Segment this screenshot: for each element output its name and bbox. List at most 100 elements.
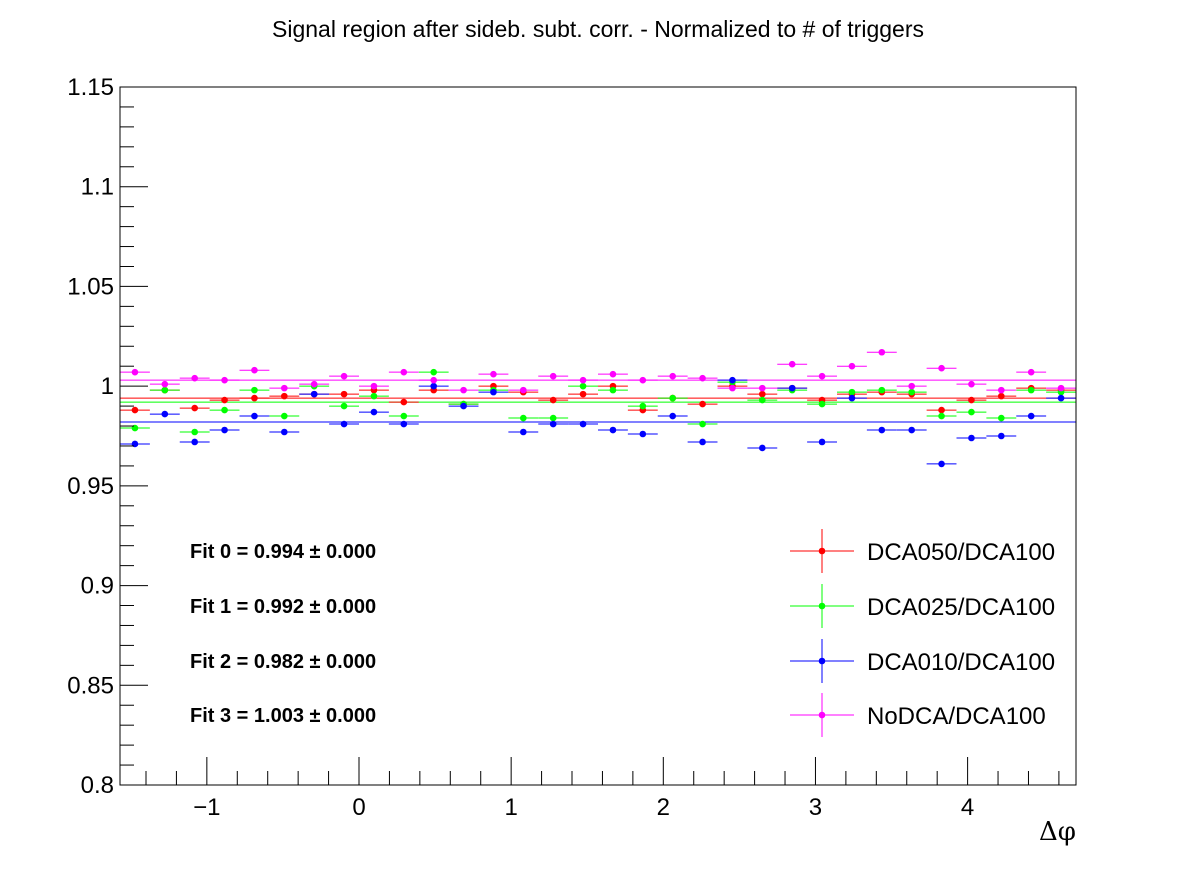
y-tick-label: 0.95: [67, 473, 114, 500]
data-point: [1057, 394, 1065, 402]
data-point: [549, 372, 557, 380]
data-point: [579, 376, 587, 384]
data-point: [131, 368, 139, 376]
data-point: [968, 434, 975, 442]
data-point: [490, 370, 497, 378]
data-point: [460, 402, 467, 410]
data-point: [251, 412, 258, 420]
fit-result-error: ± 0.000: [310, 541, 377, 563]
data-point: [430, 368, 437, 376]
data-point: [729, 376, 736, 384]
data-point: [281, 412, 288, 420]
data-point: [699, 420, 706, 428]
data-point: [998, 386, 1005, 394]
fit-result-label: Fit 2 = 0.982 ± 0.000: [190, 651, 376, 673]
data-point: [1027, 386, 1035, 394]
legend-label: DCA010/DCA100: [867, 649, 1055, 676]
data-point: [579, 420, 587, 428]
data-point: [968, 380, 975, 388]
data-point: [549, 420, 557, 428]
data-point: [998, 432, 1005, 440]
legend-entry: DCA025/DCA100: [790, 584, 1055, 628]
data-point: [400, 398, 408, 406]
fit-result-label: Fit 3 = 1.003 ± 0.000: [190, 705, 376, 727]
data-point: [579, 382, 587, 390]
data-point: [370, 382, 378, 390]
data-point: [759, 390, 766, 398]
data-point: [221, 406, 228, 414]
data-point: [520, 386, 527, 394]
data-point: [669, 412, 676, 420]
data-point: [221, 396, 228, 404]
data-point: [998, 414, 1005, 422]
data-point: [340, 372, 348, 380]
data-point: [191, 428, 198, 436]
data-point: [191, 438, 198, 446]
fit-results: Fit 0 = 0.994 ± 0.000 Fit 1 = 0.992 ± 0.0…: [190, 541, 376, 727]
x-tick-label: 2: [657, 794, 670, 821]
data-point: [161, 410, 169, 418]
y-tick-label: 1.15: [67, 74, 114, 101]
fit-result-label: Fit 1 = 0.992 ± 0.000: [190, 596, 376, 618]
data-point: [281, 392, 288, 400]
data-point: [968, 408, 975, 416]
data-point: [699, 438, 706, 446]
data-point: [251, 394, 258, 402]
data-point: [729, 384, 736, 392]
data-point: [191, 404, 198, 412]
data-point: [340, 402, 348, 410]
legend-marker-point: [818, 602, 826, 610]
plot-area: [120, 348, 1076, 468]
data-point: [191, 374, 198, 382]
legend-label: NoDCA/DCA100: [867, 703, 1046, 730]
data-point: [818, 438, 826, 446]
data-point: [609, 370, 617, 378]
data-point: [131, 406, 139, 414]
series-nodca-dca100: [120, 348, 1076, 394]
data-point: [340, 390, 348, 398]
legend-entry: DCA010/DCA100: [790, 639, 1055, 683]
data-point: [908, 382, 915, 390]
data-point: [938, 412, 945, 420]
data-point: [161, 380, 169, 388]
data-point: [639, 376, 647, 384]
data-point: [759, 384, 766, 392]
data-point: [938, 460, 945, 468]
chart-title: Signal region after sideb. subt. corr. -…: [272, 16, 924, 42]
legend-marker-point: [818, 547, 826, 555]
data-point: [370, 392, 378, 400]
y-tick-label: 1: [101, 373, 114, 400]
data-point: [549, 396, 557, 404]
data-point: [878, 426, 886, 434]
data-point: [908, 388, 915, 396]
data-point: [699, 400, 706, 408]
fit-result-label: Fit 0 = 0.994 ± 0.000: [190, 541, 376, 563]
data-point: [878, 386, 886, 394]
data-point: [639, 430, 647, 438]
data-point: [669, 372, 676, 380]
legend-entry: DCA050/DCA100: [790, 529, 1055, 573]
data-point: [968, 396, 975, 404]
data-point: [430, 376, 437, 384]
data-point: [848, 394, 856, 402]
data-point: [281, 428, 288, 436]
x-tick-label: 3: [809, 794, 822, 821]
data-point: [818, 400, 826, 408]
data-point: [520, 428, 527, 436]
plot-frame: [119, 86, 1077, 786]
legend: DCA050/DCA100 DCA025/DCA100 DCA010/DCA100 N…: [790, 529, 1055, 737]
data-point: [221, 426, 228, 434]
series-dca010-dca100: [120, 376, 1076, 468]
y-tick-label: 0.8: [81, 772, 114, 799]
data-point: [908, 426, 915, 434]
data-point: [400, 420, 408, 428]
data-point: [310, 380, 318, 388]
data-point: [1057, 384, 1065, 392]
x-tick-label: 0: [352, 794, 365, 821]
data-point: [938, 406, 945, 414]
data-point: [818, 372, 826, 380]
data-point: [788, 384, 796, 392]
data-point: [400, 368, 408, 376]
